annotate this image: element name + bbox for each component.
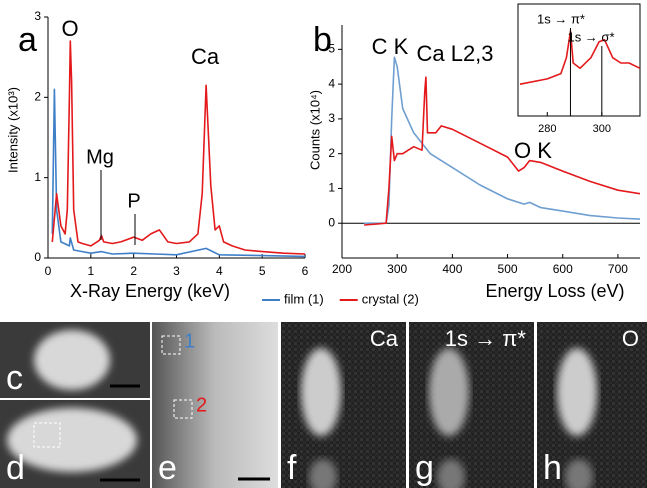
y-axis-label: Counts (x10⁴) [307,90,322,170]
image-panel: e 1 2 [152,322,278,488]
panel-bg [281,322,406,488]
x-axis-label: X-Ray Energy (keV) [70,281,230,301]
panel-title: Ca [370,326,399,351]
image-panel: hO [537,322,647,488]
legend-label: crystal (2) [362,291,419,306]
series-line [51,88,306,258]
panel-image [152,322,278,488]
x-tick-label: 0 [45,264,52,278]
annotation: O K [514,138,552,163]
specimen [34,330,110,390]
image-panel: f Ca [281,322,406,488]
x-tick-label: 700 [608,262,628,276]
x-tick-label: 4 [216,264,223,278]
panel-image [0,400,150,488]
annotation: O [61,16,78,41]
x-tick-label: 500 [498,262,518,276]
panel-label: a [18,21,37,59]
specimen [7,408,137,472]
roi-box [161,335,181,355]
series-line [519,30,641,85]
image-panel: c [0,322,150,398]
series-line [51,40,306,255]
y-tick-label: 4 [328,76,335,90]
panel-label: g [415,449,434,487]
y-tick-label: 5 [328,42,335,56]
roi-box [173,399,193,419]
inset-frame [517,3,641,117]
specimen [429,348,469,436]
panel-image [537,322,647,488]
y-tick-label: 2 [34,90,41,104]
panel-bg [152,322,278,488]
panel-label: b [313,21,332,59]
y-tick-label: 1 [34,170,41,184]
y-tick-label: 0 [34,250,41,264]
panel-image [409,322,534,488]
y-tick-label: 1 [328,181,335,195]
annotation: P [127,190,140,212]
y-tick-label: 3 [328,111,335,125]
panel-label: h [543,449,562,487]
y-tick-label: 2 [328,146,335,160]
specimen-lower [309,459,337,488]
series-line [364,56,641,224]
x-tick-label: 2 [130,264,137,278]
panel-label: f [287,449,297,487]
x-tick-label: 600 [553,262,573,276]
panel-image [281,322,406,488]
panel-label: c [6,359,23,397]
x-axis-label: Energy Loss (eV) [485,281,624,301]
panel-bg [409,322,534,488]
x-tick-label: 6 [302,264,309,278]
image-panel: d [0,400,150,488]
roi-label: 1 [184,330,195,352]
legend-label: film (1) [284,291,324,306]
panel-label: d [6,449,25,487]
roi-box-d [33,422,61,448]
panel-label: e [158,449,177,487]
panel-title: O [622,326,639,351]
specimen-lower [565,459,593,488]
x-tick-label: 5 [259,264,266,278]
x-tick-label: 1 [87,264,94,278]
annotation: Ca [191,44,220,69]
annotation: 1s → σ* [567,29,614,44]
x-tick-label: 300 [593,123,611,135]
annotation: 1s → π* [537,11,585,26]
specimen [557,348,597,436]
x-tick-label: 300 [387,262,407,276]
annotation: Mg [86,146,114,168]
panel-title: 1s → π* [445,326,527,351]
annotation: C K [372,34,409,59]
y-axis-label: Intensity (x10³) [5,87,20,173]
x-tick-label: 400 [442,262,462,276]
image-panel: g 1s → π* [409,322,534,488]
specimen-lower [437,459,465,488]
annotation: Ca L2,3 [416,41,493,66]
x-tick-label: 3 [173,264,180,278]
series-line [364,76,641,226]
x-tick-label: 200 [332,262,352,276]
y-tick-label: 3 [34,9,41,23]
x-tick-label: 280 [538,123,556,135]
roi-label: 2 [196,394,207,416]
specimen [301,348,341,436]
y-tick-label: 0 [328,215,335,229]
